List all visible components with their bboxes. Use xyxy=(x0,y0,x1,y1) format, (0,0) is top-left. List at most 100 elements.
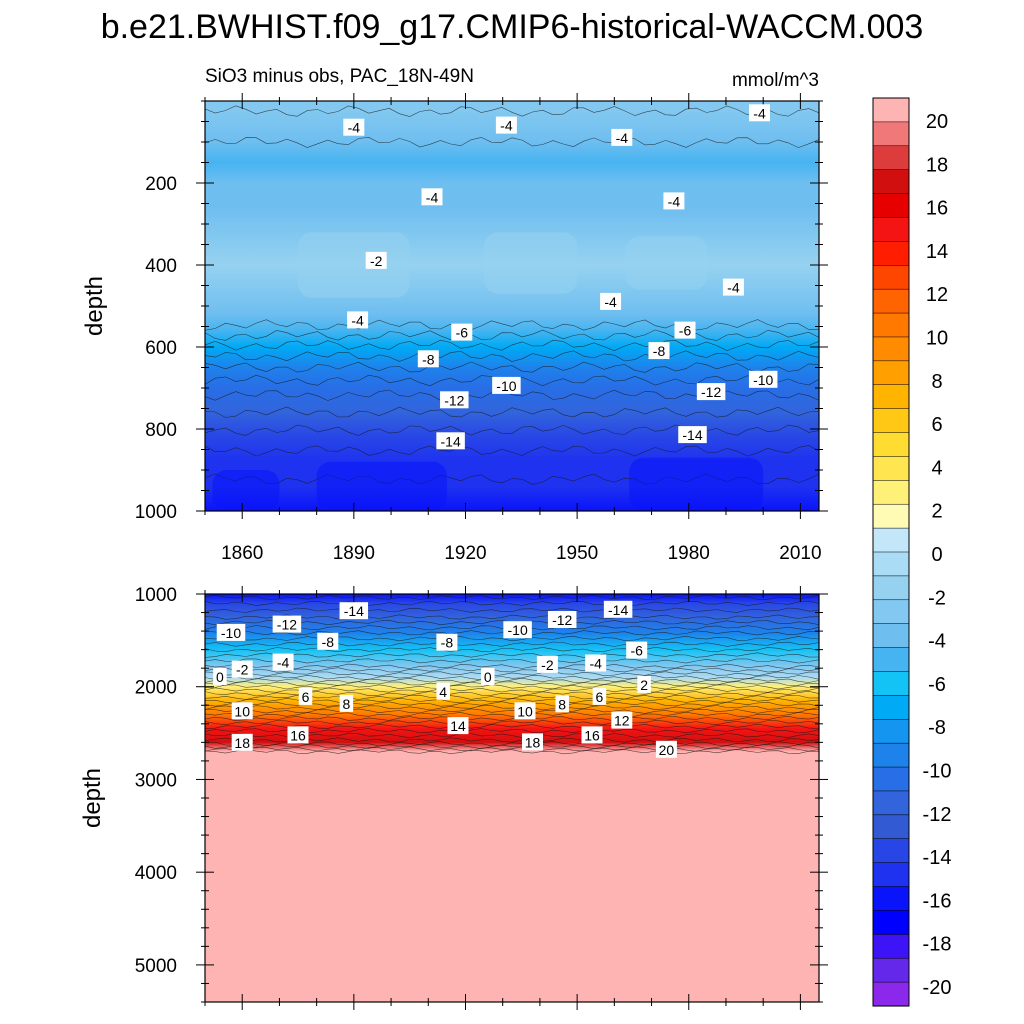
contour-line xyxy=(205,607,819,613)
contour-label: -4 xyxy=(663,192,685,210)
x-tick-label: 2010 xyxy=(779,543,821,564)
colorbar-tick-label: -8 xyxy=(928,717,946,739)
contour-label-text: -12 xyxy=(552,612,572,628)
colorbar-swatch xyxy=(872,719,910,744)
contour-label-text: -4 xyxy=(589,656,602,672)
contour-line xyxy=(205,350,819,362)
colorbar-swatch xyxy=(872,241,910,266)
contour-line xyxy=(205,445,819,457)
x-tick-label: 1950 xyxy=(556,543,598,564)
contour-label: 14 xyxy=(447,717,469,735)
colorbar-swatch xyxy=(872,671,910,696)
contour-label-text: -14 xyxy=(682,427,702,443)
contour-label: -4 xyxy=(272,653,294,671)
colorbar: 20181614121086420-2-4-6-8-10-12-14-16-18… xyxy=(872,97,952,1007)
contour-label-text: -2 xyxy=(541,657,554,673)
contour-line xyxy=(205,723,819,729)
contour-label: -10 xyxy=(492,376,521,394)
contour-line xyxy=(205,646,819,653)
field-patch xyxy=(625,236,708,290)
colorbar-tick-label: 2 xyxy=(931,501,942,523)
contour-label: 18 xyxy=(522,733,543,751)
contour-label: -4 xyxy=(495,116,517,134)
colorbar-tick-label: 14 xyxy=(926,241,948,263)
field-patch xyxy=(629,457,764,511)
colorbar-tick-label: 0 xyxy=(931,544,942,566)
contour-label: 2 xyxy=(637,675,651,693)
contour-line xyxy=(205,136,819,148)
contour-label-text: -4 xyxy=(348,120,361,136)
colorbar-tick-label: -16 xyxy=(923,890,952,912)
colorbar-swatch xyxy=(872,265,910,290)
colorbar-tick-label: -20 xyxy=(923,977,952,999)
x-tick-label: 1860 xyxy=(221,543,263,564)
colorbar-swatch xyxy=(872,408,910,434)
contour-label: -14 xyxy=(603,600,633,618)
colorbar-tick-label: 8 xyxy=(931,371,942,393)
colorbar-swatch xyxy=(872,910,910,935)
contour-label: -8 xyxy=(648,342,670,360)
contour-label: 12 xyxy=(611,711,633,729)
contour-label: -4 xyxy=(749,104,770,122)
contour-label-text: -12 xyxy=(277,617,297,633)
contour-label: 6 xyxy=(298,687,313,705)
colorbar-swatch xyxy=(872,814,910,840)
contour-label-text: -14 xyxy=(440,433,460,449)
contour-line xyxy=(205,658,819,664)
contour-label-text: 6 xyxy=(302,689,310,705)
contour-label-text: 16 xyxy=(290,727,306,743)
contour-label: 4 xyxy=(436,682,450,700)
contour-label: -4 xyxy=(722,278,744,296)
upper-x-axis: 1860 1890 1920 1950 1980 2010 xyxy=(204,93,822,564)
contour-line xyxy=(205,319,819,331)
contour-label: 8 xyxy=(339,694,354,712)
field-patch xyxy=(298,232,410,298)
colorbar-swatch xyxy=(872,145,910,171)
contour-label: 10 xyxy=(514,702,536,720)
contour-line xyxy=(205,652,819,658)
colorbar-swatch xyxy=(872,886,910,911)
colorbar-swatch xyxy=(872,623,910,649)
y-tick-label: 1000 xyxy=(135,585,177,606)
contour-label-text: -12 xyxy=(701,384,721,400)
contour-label-text: 2 xyxy=(640,677,648,693)
y-tick-label: 200 xyxy=(145,174,177,195)
contour-label: -2 xyxy=(536,655,558,673)
contour-label: 20 xyxy=(655,740,677,758)
colorbar-tick-label: -12 xyxy=(923,804,952,826)
colorbar-swatch xyxy=(872,599,910,625)
contour-label-text: -4 xyxy=(277,655,290,671)
contour-line xyxy=(205,105,819,117)
contour-label-text: 0 xyxy=(484,669,492,685)
field-patch xyxy=(484,232,578,294)
contour-label-text: 18 xyxy=(234,735,250,751)
contour-line xyxy=(205,684,819,690)
colorbar-tick-label: -10 xyxy=(923,761,952,783)
y-tick-label: 400 xyxy=(145,256,177,277)
y-tick-label: 3000 xyxy=(135,770,177,791)
colorbar-tick-labels: 20181614121086420-2-4-6-8-10-12-14-16-18… xyxy=(923,111,952,999)
colorbar-swatch xyxy=(872,934,910,959)
lower-contour-labels: -14 -12 -14 -10 -12 -8 -10 -8 -6 0 -2 -4 -2 -4 0 4 2 6 8 10… xyxy=(213,600,677,758)
contour-label: -10 xyxy=(216,623,246,641)
contour-label: -12 xyxy=(547,611,577,628)
colorbar-swatch xyxy=(872,551,910,577)
contour-label: -8 xyxy=(436,633,458,651)
contour-label-text: -6 xyxy=(456,325,469,341)
colorbar-swatch xyxy=(872,503,910,529)
colorbar-tick-label: 20 xyxy=(926,111,948,133)
contour-line xyxy=(205,674,819,681)
colorbar-swatch xyxy=(872,480,910,505)
contour-label: -4 xyxy=(347,311,369,329)
contour-label-text: 20 xyxy=(659,742,675,758)
contour-label: -12 xyxy=(440,391,469,409)
colorbar-swatch xyxy=(872,169,910,195)
upper-contour-labels: -4 -4 -4 -4 -4 -4 -2 -4 -4 -4 -6 -6 -8 -8 -10 -10 -12 -12… xyxy=(343,104,778,450)
contour-line xyxy=(205,635,819,642)
contour-label-text: -4 xyxy=(351,312,364,328)
lower-plot-area xyxy=(205,594,819,1002)
colorbar-tick-label: -2 xyxy=(928,587,946,609)
upper-field xyxy=(205,101,819,511)
